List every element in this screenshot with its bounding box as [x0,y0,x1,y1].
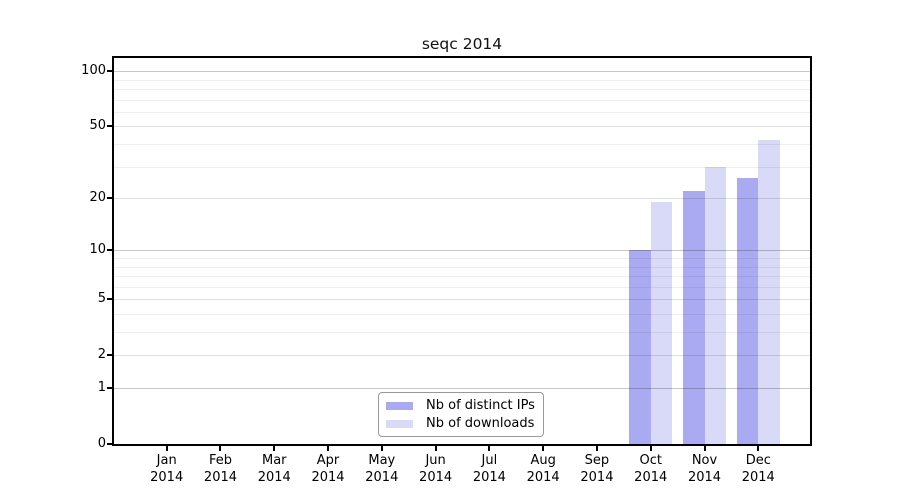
x-tick-label: May 2014 [365,453,399,485]
y-tick-label: 50 [89,118,106,134]
y-tick-label: 20 [89,190,106,206]
x-tick-mark [542,446,545,451]
downloads-swatch-icon [386,419,413,428]
chart-title: seqc 2014 [421,35,503,53]
legend-label-distinct-ips: Nb of distinct IPs [426,398,535,413]
x-tick-mark [327,446,330,451]
y-tick-mark [107,70,112,73]
y-tick-mark [107,298,112,301]
y-tick-mark [107,197,112,200]
x-tick-label: Jun 2014 [419,453,453,485]
x-tick-label: Nov 2014 [687,453,722,485]
x-tick-label: Feb 2014 [203,453,238,485]
legend-row-distinct-ips: Nb of distinct IPs [386,398,543,413]
bar-downloads [758,140,780,444]
y-tick-label: 5 [97,291,106,307]
legend-row-downloads: Nb of downloads [386,416,543,431]
x-tick-mark [165,446,168,451]
x-tick-mark [219,446,222,451]
bar-downloads [704,166,726,444]
x-tick-mark [434,446,437,451]
x-tick-mark [380,446,383,451]
y-tick-label: 10 [89,242,106,258]
y-tick-mark [107,354,112,357]
bar-distinct-ips [629,250,651,444]
bar-downloads [650,202,673,444]
x-tick-label: Sep 2014 [580,453,614,485]
bar-distinct-ips [736,177,759,444]
chart-legend: Nb of distinct IPs Nb of downloads [378,392,544,437]
x-tick-label: Jul 2014 [472,453,506,485]
bar-distinct-ips [683,190,705,444]
y-tick-mark [107,125,112,128]
x-tick-label: Aug 2014 [526,453,560,485]
x-tick-label: Apr 2014 [311,453,345,485]
y-tick-mark [107,249,112,252]
y-tick-label: 1 [97,380,106,396]
y-tick-label: 100 [81,63,106,79]
x-tick-mark [488,446,491,451]
x-tick-mark [273,446,276,451]
x-tick-mark [757,446,760,451]
y-tick-label: 0 [97,436,106,451]
y-tick-mark [107,443,112,445]
x-tick-mark [703,446,706,451]
x-tick-mark [595,446,598,451]
y-tick-label: 2 [97,347,106,363]
y-tick-mark [107,387,112,390]
distinct-ips-swatch-icon [386,401,413,410]
x-tick-label: Dec 2014 [741,453,775,485]
x-tick-mark [649,446,652,451]
x-tick-label: Jan 2014 [150,453,184,485]
plot-area-frame [112,56,812,446]
x-tick-label: Oct 2014 [634,453,668,485]
legend-label-downloads: Nb of downloads [426,416,535,431]
x-tick-label: Mar 2014 [257,453,291,485]
